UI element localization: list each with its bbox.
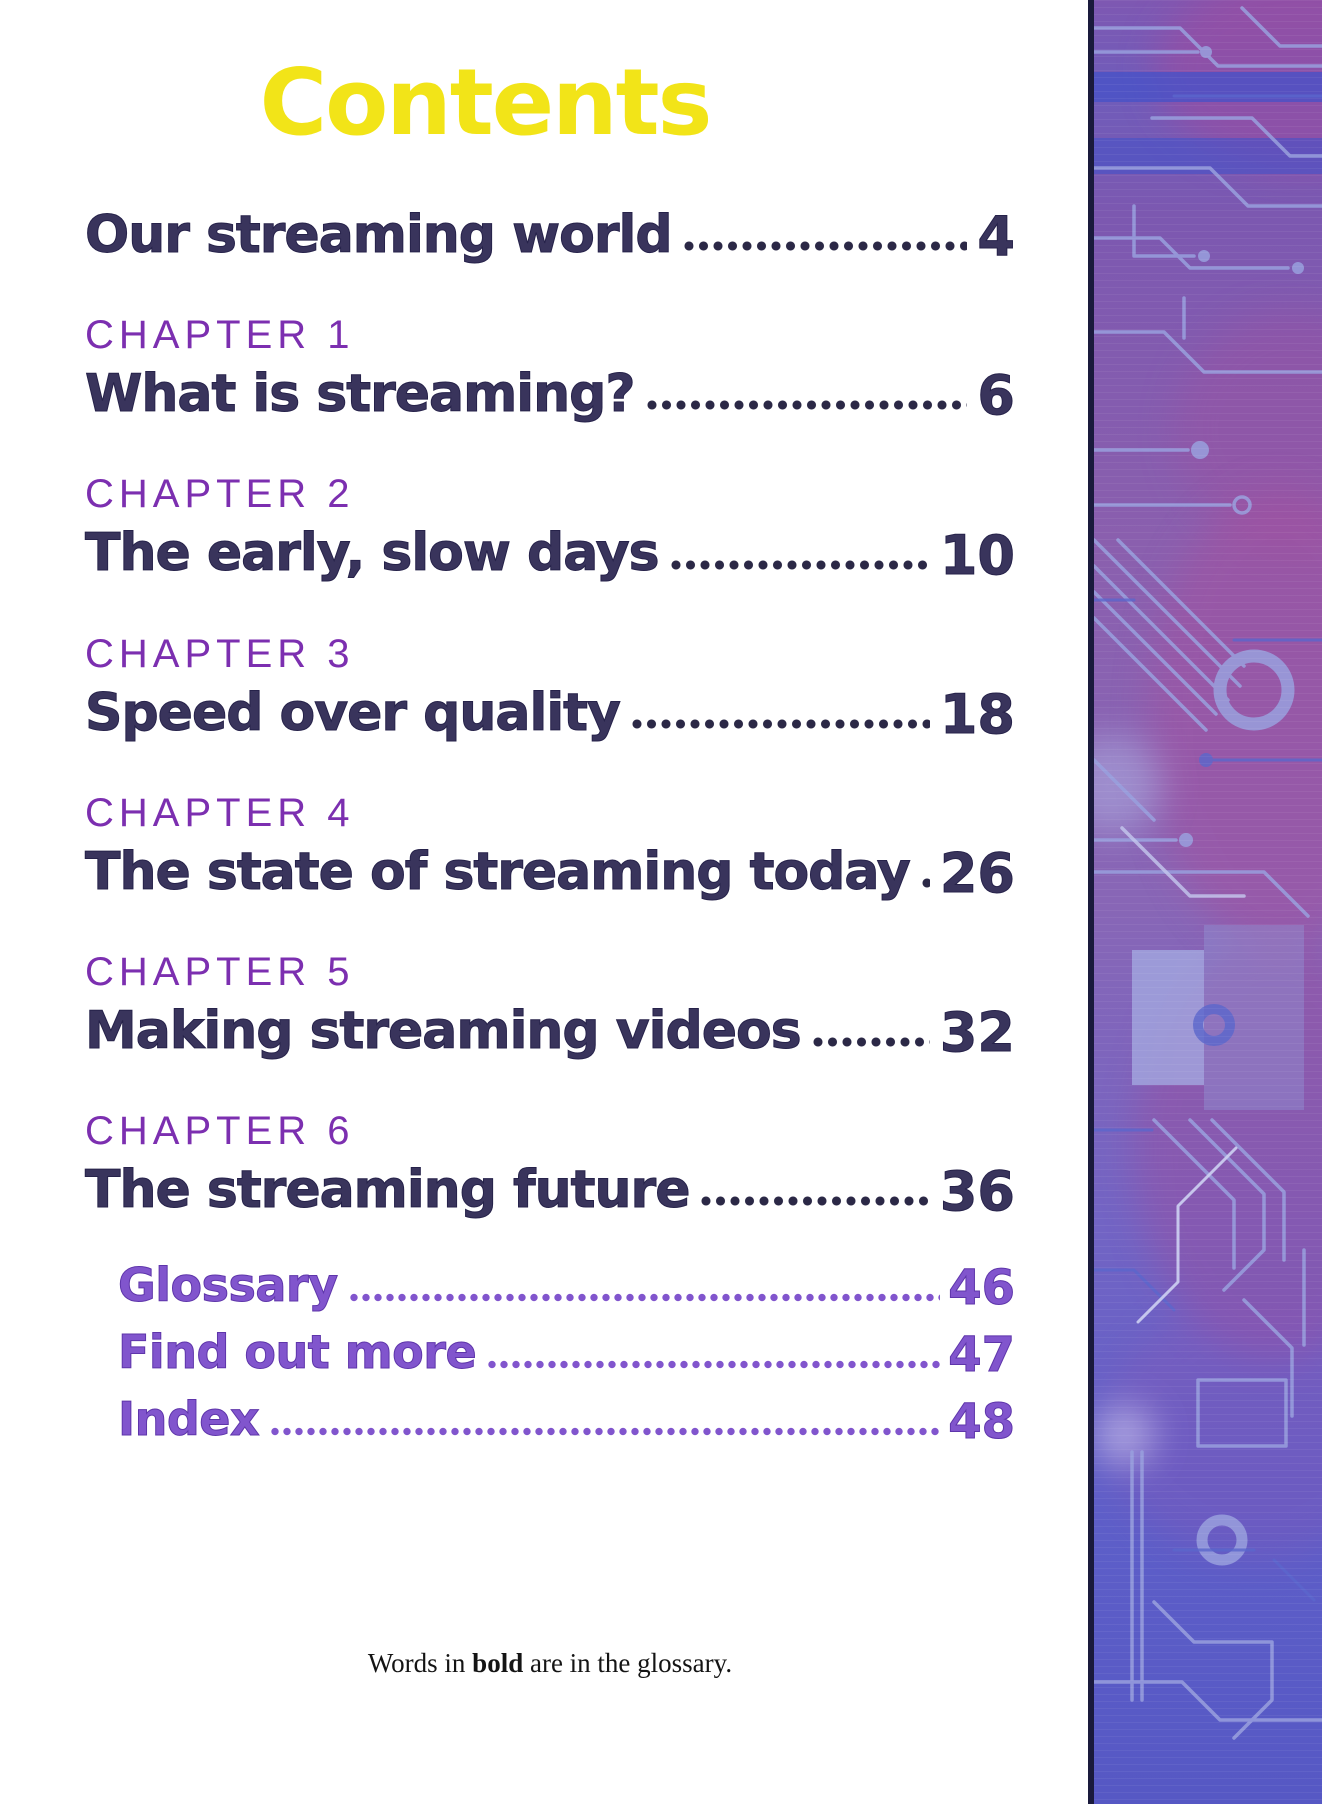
chapter-label: CHAPTER 1 [85,313,355,358]
toc-row: What is streaming? 6 [85,364,1016,428]
toc-entry-title: Making streaming videos [85,1000,803,1061]
toc-entry-intro: Our streaming world 4 [85,204,1016,269]
back-matter-list: Glossary 46 Find out more 47 Index 48 [117,1258,1016,1451]
toc-page-number: 46 [948,1260,1016,1317]
glossary-note-bold-word: bold [472,1648,524,1678]
chapter-label: CHAPTER 3 [85,631,355,676]
toc-row: The state of streaming today 26 [85,841,1016,905]
toc-page-number: 6 [977,364,1016,428]
toc-page-number: 47 [948,1327,1016,1384]
dotted-leader [349,1293,941,1303]
dotted-leader [921,877,930,888]
toc-entry-chapter-6: CHAPTER 6 The streaming future 36 [84,1107,1015,1224]
dotted-leader [488,1360,941,1370]
toc-row: Making streaming videos 32 [85,1000,1016,1065]
dotted-leader [631,718,930,729]
toc-page-number: 48 [948,1394,1016,1451]
dotted-leader [812,1037,930,1048]
chapter-label: CHAPTER 2 [85,472,355,517]
toc-entry-glossary: Glossary 46 [118,1258,1016,1317]
page-title: Contents [259,49,713,156]
toc-page-number: 36 [939,1160,1015,1224]
glossary-note-suffix: are in the glossary. [523,1648,733,1678]
toc-entry-chapter-4: CHAPTER 4 The state of streaming today 2… [85,789,1016,905]
dotted-leader [646,400,968,411]
toc-entry-find-out-more: Find out more 47 [117,1325,1016,1384]
toc-row: The streaming future 36 [84,1160,1015,1224]
chapter-label: CHAPTER 5 [85,949,355,994]
toc-entry-title: The streaming future [84,1160,690,1221]
circuit-board-graphic [1094,0,1322,1804]
toc-page-number: 32 [939,1001,1015,1065]
toc-entry-title: What is streaming? [85,364,637,425]
toc-row: Speed over quality 18 [85,682,1016,746]
toc-entry-chapter-3: CHAPTER 3 Speed over quality 18 [85,630,1016,746]
toc-entry-title: The state of streaming today [85,841,912,902]
dotted-leader [683,241,968,252]
chapter-label: CHAPTER 6 [85,1109,355,1154]
toc-row: The early, slow days 10 [85,523,1016,587]
toc-page-number: 18 [939,682,1015,746]
chapter-label: CHAPTER 4 [85,790,355,835]
toc-entry-title: Speed over quality [85,682,622,743]
toc-page-number: 4 [977,205,1016,269]
dotted-leader [670,559,930,570]
toc-page-number: 10 [939,523,1015,587]
toc-entry-title: Glossary [118,1258,339,1313]
toc-page-number: 26 [939,841,1015,905]
toc-entry-chapter-5: CHAPTER 5 Making streaming videos 32 [85,948,1016,1065]
table-of-contents: Contents Our streaming world 4 CHAPTER 1… [84,0,1016,1451]
circuit-board-image [1088,0,1322,1804]
toc-entry-chapter-2: CHAPTER 2 The early, slow days 10 [85,470,1016,587]
toc-entry-title: Our streaming world [85,204,674,265]
dotted-leader [271,1427,941,1437]
toc-entry-index: Index 48 [117,1392,1016,1451]
glossary-note: Words in bold are in the glossary. [85,1648,1015,1679]
toc-entry-chapter-1: CHAPTER 1 What is streaming? 6 [85,311,1016,428]
glossary-note-prefix: Words in [367,1648,473,1678]
dotted-leader [701,1196,930,1207]
toc-entry-title: The early, slow days [85,523,661,584]
toc-entry-title: Find out more [117,1325,477,1380]
toc-entry-title: Index [117,1392,260,1447]
